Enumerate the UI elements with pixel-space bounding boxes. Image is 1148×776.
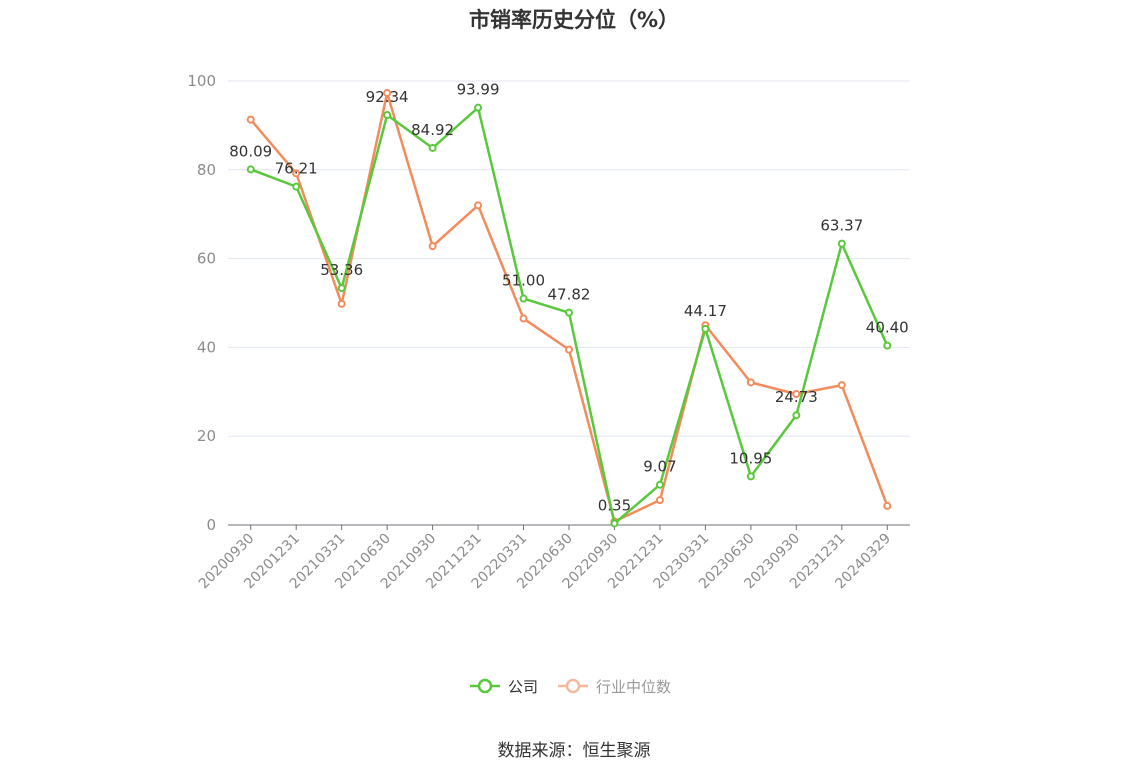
data-label-company: 92.34 <box>366 88 409 106</box>
series-line-industry-median <box>249 91 889 523</box>
data-label-company: 93.99 <box>457 81 500 99</box>
y-tick-label: 0 <box>206 516 216 534</box>
data-point-company <box>428 143 437 152</box>
data-point-company <box>519 294 528 303</box>
data-label-company: 40.40 <box>866 319 909 337</box>
data-point-company <box>474 103 483 112</box>
data-label-company: 47.82 <box>548 286 591 304</box>
data-label-company: 76.21 <box>275 160 318 178</box>
data-point-industry-median <box>246 115 255 124</box>
data-label-company: 9.07 <box>643 458 676 476</box>
data-point-industry-median <box>883 501 892 510</box>
y-tick-label: 20 <box>197 427 216 445</box>
y-tick-label: 60 <box>197 250 216 268</box>
data-label-company: 10.95 <box>729 449 772 467</box>
data-label-company: 84.92 <box>411 121 454 139</box>
data-point-industry-median <box>837 381 846 390</box>
data-point-company <box>610 519 619 528</box>
data-point-company <box>837 239 846 248</box>
data-point-industry-median <box>792 390 801 399</box>
data-label-company: 80.09 <box>229 142 272 160</box>
data-point-industry-median <box>337 299 346 308</box>
data-label-company: 44.17 <box>684 302 727 320</box>
data-point-company <box>883 341 892 350</box>
data-label-company: 53.36 <box>320 261 363 279</box>
data-point-company <box>565 308 573 317</box>
data-point-industry-median <box>383 88 392 97</box>
y-tick-label: 80 <box>197 161 216 179</box>
data-point-industry-median <box>474 201 483 210</box>
data-label-company: 24.73 <box>775 388 818 406</box>
data-point-company <box>701 324 710 333</box>
data-point-company <box>246 165 255 174</box>
data-label-company: 63.37 <box>820 217 863 235</box>
data-point-industry-median <box>428 242 437 251</box>
data-point-industry-median <box>655 496 664 505</box>
data-point-company <box>292 182 301 191</box>
data-point-company <box>383 111 392 120</box>
data-point-industry-median <box>292 169 301 178</box>
legend-label-company: 公司 <box>508 677 539 696</box>
legend-item-industry-median[interactable]: 行业中位数 <box>558 672 671 700</box>
y-tick-label: 40 <box>197 338 216 356</box>
legend-industry-median-icon <box>558 678 588 694</box>
data-point-company <box>655 480 664 489</box>
data-point-industry-median <box>565 345 573 354</box>
data-source-note: 数据来源：恒生聚源 <box>497 741 651 761</box>
data-point-company <box>792 411 801 420</box>
data-point-industry-median <box>519 314 528 323</box>
chart-title: 市销率历史分位（%） <box>468 8 680 32</box>
legend-company-icon <box>470 678 500 694</box>
data-label-company: 0.35 <box>598 496 631 514</box>
legend: 公司 行业中位数 <box>0 672 1148 700</box>
data-point-company <box>337 284 346 293</box>
data-label-company: 51.00 <box>502 272 545 290</box>
legend-label-industry-median: 行业中位数 <box>596 677 672 696</box>
data-point-industry-median <box>746 378 755 387</box>
legend-item-company[interactable]: 公司 <box>470 672 538 700</box>
data-point-company <box>746 472 755 481</box>
y-tick-label: 100 <box>187 72 216 90</box>
